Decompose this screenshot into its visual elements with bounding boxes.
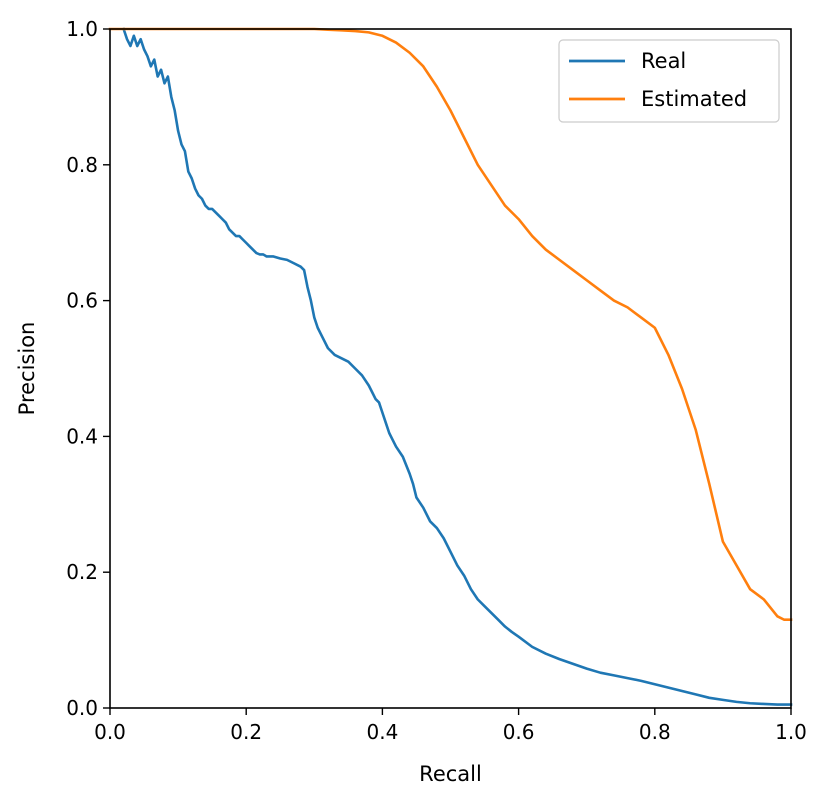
y-axis-ticks: 0.0 0.2 0.4 0.6 0.8 1.0 — [66, 17, 110, 720]
x-tick-label: 0.8 — [639, 720, 671, 744]
y-tick-label: 0.8 — [66, 153, 98, 177]
x-tick-label: 0.2 — [230, 720, 262, 744]
x-tick-label: 0.4 — [366, 720, 398, 744]
x-tick-label: 0.0 — [94, 720, 126, 744]
legend: Real Estimated — [558, 39, 780, 123]
series-line-real — [121, 27, 793, 706]
x-axis-title: Recall — [419, 762, 482, 786]
y-tick-label: 0.6 — [66, 289, 98, 313]
axes-frame — [109, 28, 792, 709]
y-tick-label: 0.2 — [66, 560, 98, 584]
legend-label-real: Real — [641, 49, 686, 73]
y-axis-title: Precision — [15, 322, 39, 416]
y-tick-label: 0.0 — [66, 696, 98, 720]
x-tick-label: 0.6 — [503, 720, 535, 744]
y-tick-label: 1.0 — [66, 17, 98, 41]
y-tick-label: 0.4 — [66, 424, 98, 448]
x-tick-label: 1.0 — [775, 720, 807, 744]
x-axis-ticks: 0.0 0.2 0.4 0.6 0.8 1.0 — [94, 708, 807, 744]
legend-label-estimated: Estimated — [641, 87, 747, 111]
